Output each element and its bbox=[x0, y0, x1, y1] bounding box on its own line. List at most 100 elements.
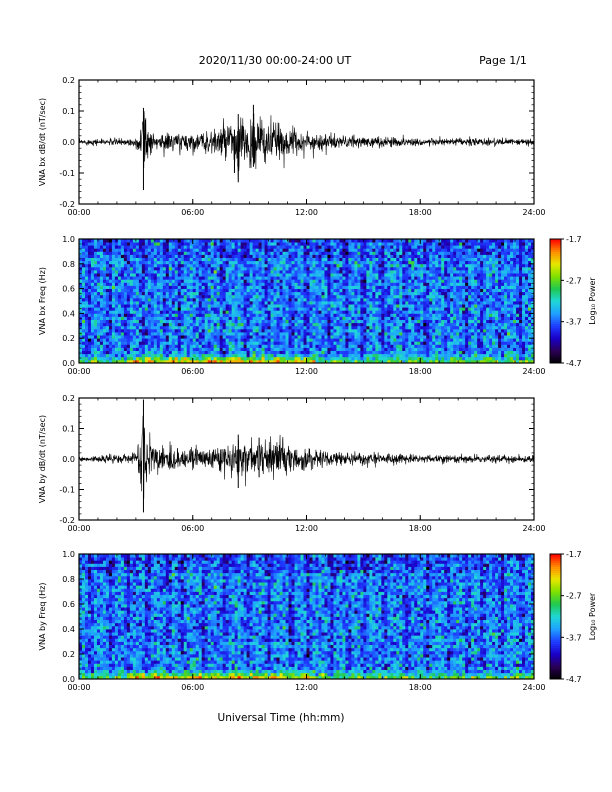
heatmap-cell bbox=[432, 245, 436, 249]
heatmap-cell bbox=[291, 335, 295, 339]
heatmap-cell bbox=[87, 294, 92, 299]
heatmap-cell bbox=[144, 291, 149, 296]
heatmap-cell bbox=[258, 297, 262, 302]
heatmap-cell bbox=[93, 297, 98, 302]
heatmap-cell bbox=[243, 328, 248, 333]
heatmap-cell bbox=[291, 350, 295, 355]
heatmap-cell bbox=[219, 279, 224, 283]
heatmap-cell bbox=[357, 325, 361, 330]
heatmap-cell bbox=[351, 301, 355, 305]
heatmap-cell bbox=[99, 301, 104, 305]
heatmap-cell bbox=[108, 273, 113, 277]
heatmap-cell bbox=[321, 263, 325, 268]
heatmap-cell bbox=[105, 248, 110, 252]
y-axis-label: VNA bx dB/dt (nT/sec) bbox=[38, 98, 47, 186]
heatmap-cell bbox=[339, 279, 343, 283]
heatmap-cell bbox=[411, 350, 415, 355]
heatmap-cell bbox=[321, 353, 325, 358]
heatmap-cell bbox=[429, 322, 433, 327]
heatmap-cell bbox=[204, 325, 209, 330]
heatmap-cell bbox=[249, 257, 254, 262]
heatmap-cell bbox=[138, 282, 143, 286]
heatmap-cell bbox=[333, 291, 337, 296]
heatmap-cell bbox=[285, 344, 289, 348]
heatmap-cell bbox=[255, 257, 259, 262]
heatmap-cell bbox=[255, 307, 259, 311]
heatmap-cell bbox=[174, 257, 179, 262]
heatmap-cell bbox=[225, 325, 230, 330]
heatmap-cell bbox=[438, 356, 442, 361]
heatmap-cell bbox=[405, 251, 409, 255]
heatmap-cell bbox=[402, 260, 406, 265]
heatmap-cell bbox=[165, 245, 170, 249]
heatmap-cell bbox=[201, 301, 206, 305]
heatmap-cell bbox=[105, 251, 110, 255]
heatmap-cell bbox=[168, 257, 173, 262]
heatmap-cell bbox=[222, 359, 227, 364]
heatmap-cell bbox=[129, 316, 134, 320]
heatmap-cell bbox=[282, 297, 286, 302]
heatmap-cell bbox=[90, 254, 95, 258]
heatmap-cell bbox=[156, 288, 161, 293]
heatmap-cell bbox=[126, 307, 131, 311]
heatmap-cell bbox=[423, 319, 427, 324]
heatmap-cell bbox=[297, 325, 301, 330]
heatmap-cell bbox=[165, 239, 170, 243]
heatmap-cell bbox=[270, 266, 274, 271]
heatmap-cell bbox=[141, 276, 146, 280]
heatmap-cell bbox=[339, 359, 343, 364]
heatmap-cell bbox=[339, 254, 343, 258]
heatmap-cell bbox=[135, 350, 140, 355]
heatmap-cell bbox=[345, 344, 349, 348]
heatmap-cell bbox=[120, 248, 125, 252]
heatmap-cell bbox=[360, 307, 364, 311]
heatmap-cell bbox=[315, 319, 319, 324]
heatmap-cell bbox=[297, 294, 301, 299]
heatmap-cell bbox=[288, 276, 292, 280]
heatmap-cell bbox=[288, 350, 292, 355]
heatmap-cell bbox=[210, 347, 215, 351]
heatmap-cell bbox=[186, 270, 191, 274]
heatmap-cell bbox=[123, 263, 128, 268]
heatmap-cell bbox=[363, 260, 367, 265]
heatmap-cell bbox=[165, 282, 170, 286]
heatmap-cell bbox=[168, 301, 173, 305]
heatmap-cell bbox=[79, 356, 83, 361]
heatmap-cell bbox=[258, 350, 262, 355]
heatmap-cell bbox=[399, 288, 403, 293]
heatmap-cell bbox=[288, 344, 292, 348]
heatmap-cell bbox=[93, 294, 98, 299]
heatmap-cell bbox=[420, 338, 424, 342]
heatmap-cell bbox=[387, 260, 391, 265]
heatmap-cell bbox=[381, 359, 385, 364]
heatmap-cell bbox=[192, 356, 197, 361]
heatmap-cell bbox=[432, 257, 436, 262]
heatmap-cell bbox=[321, 319, 325, 324]
heatmap-cell bbox=[261, 291, 265, 296]
heatmap-cell bbox=[234, 263, 239, 268]
heatmap-cell bbox=[333, 294, 337, 299]
heatmap-cell bbox=[228, 270, 233, 274]
heatmap-cell bbox=[96, 276, 101, 280]
heatmap-cell bbox=[408, 301, 412, 305]
heatmap-cell bbox=[87, 260, 92, 265]
heatmap-cell bbox=[360, 282, 364, 286]
heatmap-cell bbox=[204, 307, 209, 311]
heatmap-cell bbox=[258, 260, 262, 265]
heatmap-cell bbox=[417, 245, 421, 249]
heatmap-cell bbox=[369, 260, 373, 265]
heatmap-cell bbox=[363, 276, 367, 280]
heatmap-cell bbox=[306, 344, 310, 348]
heatmap-cell bbox=[402, 347, 406, 351]
heatmap-cell bbox=[414, 254, 418, 258]
heatmap-cell bbox=[279, 263, 283, 268]
heatmap-cell bbox=[189, 266, 194, 271]
heatmap-cell bbox=[144, 325, 149, 330]
heatmap-cell bbox=[90, 338, 95, 342]
heatmap-cell bbox=[156, 332, 161, 336]
heatmap-cell bbox=[408, 282, 412, 286]
heatmap-cell bbox=[306, 304, 310, 308]
heatmap-cell bbox=[201, 328, 206, 333]
heatmap-cell bbox=[132, 242, 137, 246]
heatmap-cell bbox=[396, 359, 400, 364]
